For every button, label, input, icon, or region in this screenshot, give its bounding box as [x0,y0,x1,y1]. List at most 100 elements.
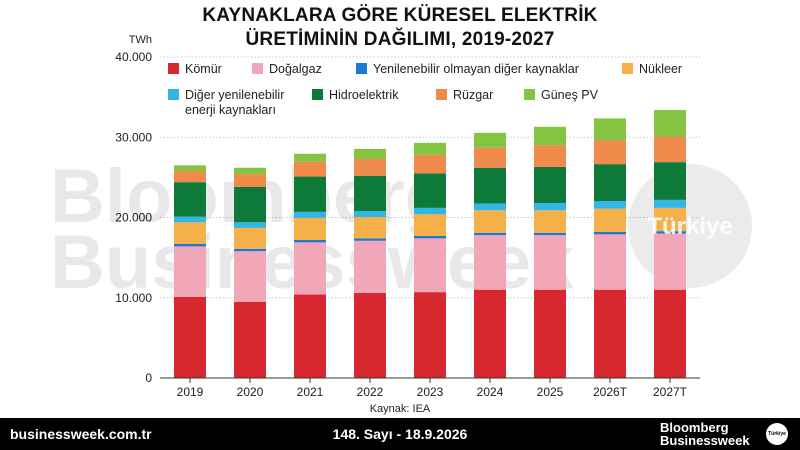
bar-segment-2021-6 [294,161,326,177]
bar-segment-2019-6 [174,170,206,183]
footer-logo-line2: Businessweek [660,433,750,448]
bar-segment-2020-0 [234,301,266,378]
bar-segment-2027T-3 [654,207,686,232]
bar-segment-2022-4 [354,211,386,218]
legend-label-0: Kömür [185,62,222,76]
footer-bar: businessweek.com.tr 148. Sayı - 18.9.202… [0,418,800,450]
x-tick-label: 2025 [537,385,564,399]
bar-segment-2019-7 [174,165,206,171]
legend-swatch-4 [168,89,179,100]
bar-segment-2019-5 [174,182,206,217]
bar-segment-2023-1 [414,238,446,293]
bar-segment-2025-0 [534,289,566,378]
footer-logo-line1: Bloomberg [660,420,729,435]
bar-segment-2026T-2 [594,231,626,235]
bar-segment-2022-6 [354,158,386,176]
bar-segment-2019-4 [174,216,206,223]
bar-segment-2024-4 [474,203,506,211]
bar-segment-2025-4 [534,203,566,211]
legend-swatch-0 [168,63,179,74]
source-note: Kaynak: IEA [369,403,431,415]
legend-label-7: Güneş PV [541,88,599,102]
chart-title-line1: KAYNAKLARA GÖRE KÜRESEL ELEKTRİK [202,5,598,26]
bar-segment-2021-3 [294,217,326,240]
legend-swatch-1 [252,63,263,74]
bar-segment-2022-5 [354,175,386,212]
bar-segment-2025-6 [534,145,566,167]
legend-swatch-5 [312,89,323,100]
footer-site-link[interactable]: businessweek.com.tr [10,426,152,442]
bar-segment-2025-1 [534,235,566,290]
bar-segment-2019-0 [174,296,206,378]
bar-segment-2025-7 [534,126,566,146]
bar-segment-2019-2 [174,243,206,247]
bar-segment-2027T-4 [654,199,686,208]
bar-segment-2024-2 [474,232,506,236]
y-unit-label: TWh [129,34,152,46]
bar-segment-2027T-2 [654,231,686,234]
bar-segment-2020-4 [234,222,266,228]
bar-segment-2024-5 [474,167,506,204]
bar-segment-2023-3 [414,214,446,236]
y-tick-label: 10.000 [115,291,152,305]
bar-segment-2026T-1 [594,234,626,290]
bar-segment-2024-7 [474,132,506,148]
legend-swatch-3 [622,63,633,74]
x-tick-label: 2023 [417,385,444,399]
x-tick-label: 2027T [653,385,688,399]
bar-segment-2023-5 [414,173,446,208]
x-tick-label: 2024 [477,385,504,399]
watermark-circle-text: Türkiye [647,213,732,240]
y-tick-label: 30.000 [115,130,152,144]
bar-segment-2026T-6 [594,140,626,165]
bar-segment-2021-5 [294,176,326,212]
y-tick-label: 20.000 [115,211,152,225]
bar-segment-2022-1 [354,240,386,293]
footer-badge: Türkiye [766,423,788,445]
y-tick-label: 40.000 [115,50,152,64]
bar-segment-2020-1 [234,251,266,302]
x-tick-label: 2020 [237,385,264,399]
bar-segment-2022-3 [354,217,386,239]
bar-segment-2023-4 [414,207,446,215]
legend-swatch-6 [436,89,447,100]
bar-segment-2024-1 [474,235,506,290]
bar-segment-2022-2 [354,238,386,241]
bar-segment-2024-0 [474,289,506,378]
x-tick-label: 2026T [593,385,628,399]
bar-segment-2020-7 [234,167,266,175]
bar-segment-2026T-3 [594,208,626,232]
bar-segment-2023-0 [414,292,446,378]
x-tick-label: 2019 [177,385,204,399]
bar-segment-2021-1 [294,242,326,295]
bar-segment-2024-3 [474,210,506,233]
legend-label-5: Hidroelektrik [329,88,399,102]
bar-segment-2020-2 [234,248,266,252]
y-tick-label: 0 [145,371,152,385]
legend-swatch-2 [356,63,367,74]
bar-segment-2020-3 [234,227,266,249]
legend-label-6: Rüzgar [453,88,493,102]
bar-segment-2027T-6 [654,136,686,163]
legend-label-3: Nükleer [639,62,682,76]
legend-label-4: Diğer yenilenebilir enerji kaynakları [185,88,284,117]
legend-label-2: Yenilenebilir olmayan diğer kaynaklar [373,62,579,76]
bar-segment-2020-5 [234,187,266,223]
bar-segment-2026T-7 [594,118,626,141]
bar-segment-2019-1 [174,246,206,297]
bar-segment-2026T-5 [594,164,626,202]
stacked-bar-chart: 010.00020.00030.00040.000TWhBloombergBus… [50,34,752,399]
x-tick-label: 2022 [357,385,384,399]
x-tick-label: 2021 [297,385,324,399]
bar-segment-2026T-0 [594,289,626,378]
bar-segment-2025-5 [534,166,566,204]
bar-segment-2023-2 [414,235,446,239]
legend-swatch-7 [524,89,535,100]
footer-logo: Bloomberg Businessweek [660,421,750,447]
bar-segment-2026T-4 [594,201,626,209]
bar-segment-2021-7 [294,153,326,162]
bar-segment-2022-7 [354,148,386,159]
bar-segment-2021-0 [294,294,326,378]
bar-segment-2027T-0 [654,289,686,378]
bar-segment-2027T-1 [654,233,686,290]
